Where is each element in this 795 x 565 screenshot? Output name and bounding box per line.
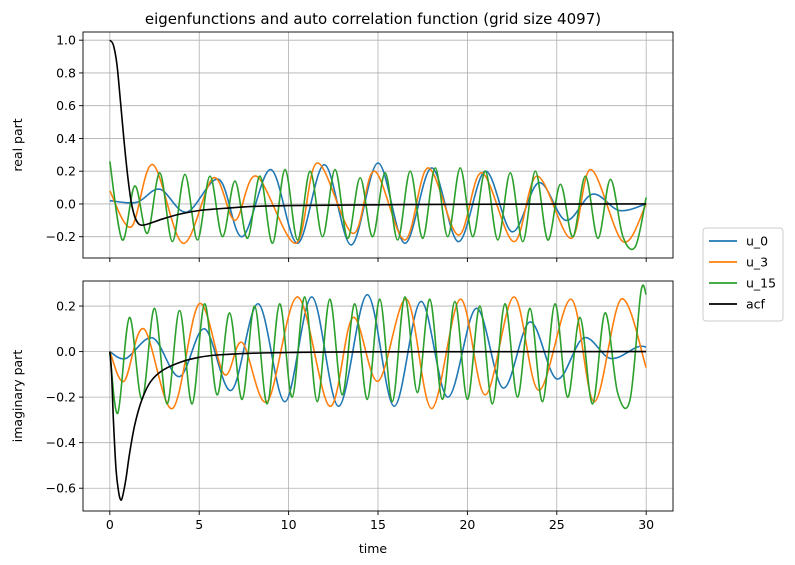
- y-tick-label: 0.0: [56, 196, 76, 211]
- series-line-u-3: [109, 162, 647, 245]
- series-line-u-3: [109, 296, 647, 410]
- y-tick-label: 1.0: [56, 33, 76, 48]
- x-tick-label: 15: [370, 517, 386, 532]
- legend-label: acf: [746, 297, 766, 312]
- series-line-u-15: [109, 161, 647, 251]
- y-axis-label: imaginary part: [10, 350, 25, 443]
- y-tick-label: 0.2: [56, 164, 76, 179]
- real-part-panel: 1.0 0.8 0.6 0.4 0.2 0.0 −0.2 real part: [10, 31, 674, 262]
- legend-box: [702, 227, 784, 322]
- x-tick-label: 10: [281, 517, 297, 532]
- y-tick-label: 0.8: [56, 65, 76, 80]
- legend-label: u_3: [746, 255, 768, 270]
- y-tick-label: 0.0: [56, 344, 76, 359]
- series-line-acf: [109, 350, 647, 501]
- y-tick-label: 0.6: [56, 98, 76, 113]
- x-tick-label: 20: [459, 517, 475, 532]
- y-tick-label: 0.2: [56, 299, 76, 314]
- series-line-u-15: [109, 284, 647, 414]
- imaginary-part-panel: 0 5 10 15 20 25 30 0.2 0.0 −0.2 −0.4 −0.6 imaginary …: [10, 280, 674, 532]
- y-tick-label: −0.2: [46, 229, 76, 244]
- x-tick-label: 5: [195, 517, 203, 532]
- series-line-acf: [109, 39, 647, 227]
- y-axis-label: real part: [10, 118, 25, 171]
- x-tick-label: 30: [638, 517, 654, 532]
- legend-label: u_0: [746, 234, 768, 249]
- x-tick-label: 25: [549, 517, 565, 532]
- legend-label: u_15: [746, 276, 776, 291]
- chart-title: eigenfunctions and auto correlation func…: [145, 10, 601, 28]
- series-line-u-0: [109, 293, 647, 408]
- x-tick-label: 0: [106, 517, 114, 532]
- y-tick-label: −0.6: [46, 481, 76, 496]
- y-tick-label: −0.2: [46, 390, 76, 405]
- y-tick-label: 0.4: [56, 131, 76, 146]
- y-tick-label: −0.4: [46, 435, 76, 450]
- x-axis-label: time: [359, 541, 388, 556]
